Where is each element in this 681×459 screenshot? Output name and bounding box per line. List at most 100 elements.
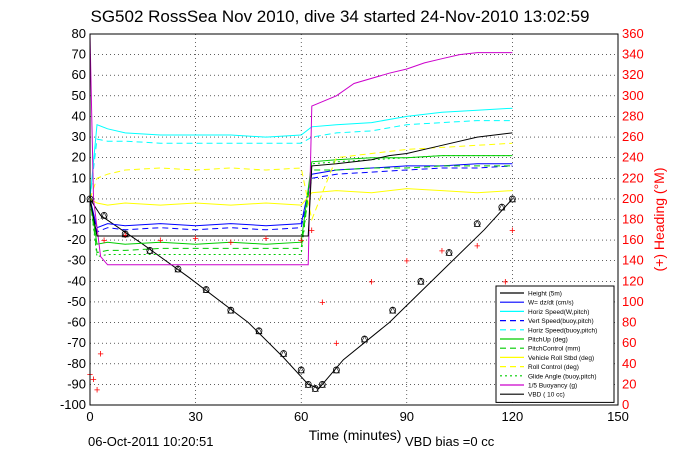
profile-marker-triangle xyxy=(255,327,263,335)
y-tick-label: 80 xyxy=(72,26,86,41)
y-right-tick-label: 220 xyxy=(622,170,644,185)
heading-point: + xyxy=(404,256,410,268)
heading-point: + xyxy=(333,338,339,350)
y-right-tick-label: 340 xyxy=(622,47,644,62)
series-line xyxy=(89,155,513,258)
chart-title: SG502 RossSea Nov 2010, dive 34 started … xyxy=(91,7,590,26)
heading-point: + xyxy=(97,348,103,360)
profile-marker-triangle xyxy=(445,248,453,256)
y-tick-label: 0 xyxy=(79,191,86,206)
y-right-tick-label: 140 xyxy=(622,253,644,268)
y-tick-label: 60 xyxy=(72,67,86,82)
x-axis: 0 30 60 90 120 150 xyxy=(86,409,628,424)
footer-vbd-bias: VBD bias =0 cc xyxy=(405,434,495,449)
profile-marker-triangle xyxy=(202,285,210,293)
heading-point: + xyxy=(90,374,96,386)
profile-marker-triangle xyxy=(389,306,397,314)
series-line xyxy=(89,132,513,237)
profile-marker-triangle xyxy=(227,306,235,314)
y-tick-label: -40 xyxy=(67,273,86,288)
series-line xyxy=(89,165,513,233)
heading-point: + xyxy=(122,230,128,242)
legend-entry: Roll Control (deg) xyxy=(528,364,579,371)
y-right-tick-label: 0 xyxy=(622,397,629,412)
y-right-tick-label: 40 xyxy=(622,356,636,371)
y-tick-label: -60 xyxy=(67,315,86,330)
heading-point: + xyxy=(309,225,315,237)
legend-entry: PitchUp (deg) xyxy=(528,337,568,344)
profile-marker-triangle xyxy=(100,211,108,219)
heading-point: + xyxy=(298,235,304,247)
profile-marker-triangle xyxy=(417,277,425,285)
series-layer: +++++ + + + + + +++++++ +++ xyxy=(87,33,516,397)
series-line xyxy=(89,188,513,206)
y-right-tick-label: 300 xyxy=(622,88,644,103)
y-right-axis-label: (+) Heading (°M) xyxy=(651,167,667,271)
legend-box xyxy=(495,285,615,403)
footer-timestamp: 06-Oct-2011 10:20:51 xyxy=(88,434,214,449)
heading-point: + xyxy=(263,233,269,245)
heading-point: + xyxy=(192,233,198,245)
y-tick-label: 50 xyxy=(72,88,86,103)
y-right-tick-label: 80 xyxy=(622,315,636,330)
series-line xyxy=(89,163,513,229)
y-tick-label: -90 xyxy=(67,376,86,391)
y-tick-label: -50 xyxy=(67,294,86,309)
x-axis-label: Time (minutes) xyxy=(309,427,402,443)
series-line xyxy=(89,165,513,254)
heading-point: + xyxy=(502,276,508,288)
profile-marker-triangle xyxy=(280,349,288,357)
profile-marker-triangle xyxy=(332,366,340,374)
markers-layer xyxy=(86,195,516,392)
y-tick-label: -100 xyxy=(60,397,86,412)
legend-entry: VBD ( 10 cc) xyxy=(528,392,565,399)
y-right-tick-label: 100 xyxy=(622,294,644,309)
profile-marker-triangle xyxy=(304,380,312,388)
profile-marker-triangle xyxy=(361,335,369,343)
y-right-tick-label: 20 xyxy=(622,376,636,391)
x-tick-label: 90 xyxy=(400,409,414,424)
y-tick-label: 70 xyxy=(72,47,86,62)
heading-point: + xyxy=(509,225,515,237)
legend: Height (5m) W= dz/dt (cm/s) Horiz Speed(W,… xyxy=(495,285,615,403)
y-right-tick-label: 360 xyxy=(622,26,644,41)
heading-point: + xyxy=(368,276,374,288)
y-tick-label: 20 xyxy=(72,150,86,165)
legend-entry: Glide Angle (buoy,pitch) xyxy=(528,373,597,380)
profile-marker-triangle xyxy=(311,384,319,392)
heading-point: + xyxy=(94,385,100,397)
profile-marker-triangle xyxy=(508,195,516,203)
y-tick-label: 30 xyxy=(72,129,86,144)
y-right-tick-label: 280 xyxy=(622,108,644,123)
heading-point: + xyxy=(157,235,163,247)
profile-marker-triangle xyxy=(318,380,326,388)
heading-point: + xyxy=(228,237,234,249)
y-right-tick-label: 120 xyxy=(622,273,644,288)
profile-marker-triangle xyxy=(297,366,305,374)
profile-marker-triangle xyxy=(473,219,481,227)
x-tick-label: 120 xyxy=(502,409,524,424)
y-right-tick-label: 260 xyxy=(622,129,644,144)
y-tick-label: -70 xyxy=(67,335,86,350)
profile-marker-triangle xyxy=(146,246,154,254)
y-tick-label: -20 xyxy=(67,232,86,247)
legend-entry: Vehicle Roll Stbd (deg) xyxy=(528,355,594,362)
y-tick-label: 10 xyxy=(72,170,86,185)
heading-point: + xyxy=(474,240,480,252)
series-line xyxy=(89,107,513,199)
y-tick-label: -80 xyxy=(67,356,86,371)
x-tick-label: 0 xyxy=(86,409,93,424)
heading-point: + xyxy=(319,297,325,309)
profile-marker-triangle xyxy=(498,203,506,211)
x-tick-label: 60 xyxy=(294,409,308,424)
x-tick-label: 30 xyxy=(188,409,202,424)
y-right-tick-label: 240 xyxy=(622,150,644,165)
legend-entry: Vert Speed(buoy,pitch) xyxy=(528,318,594,325)
legend-entry: W= dz/dt (cm/s) xyxy=(528,300,574,307)
series-line xyxy=(89,198,513,390)
legend-entry: Horiz Speed(W,pitch) xyxy=(528,309,589,316)
legend-entry: PitchControl (mm) xyxy=(528,346,580,353)
left-axis: -100-90-80-70-60-50-40-30-20-10010203040… xyxy=(60,26,86,412)
series-line xyxy=(89,33,513,266)
